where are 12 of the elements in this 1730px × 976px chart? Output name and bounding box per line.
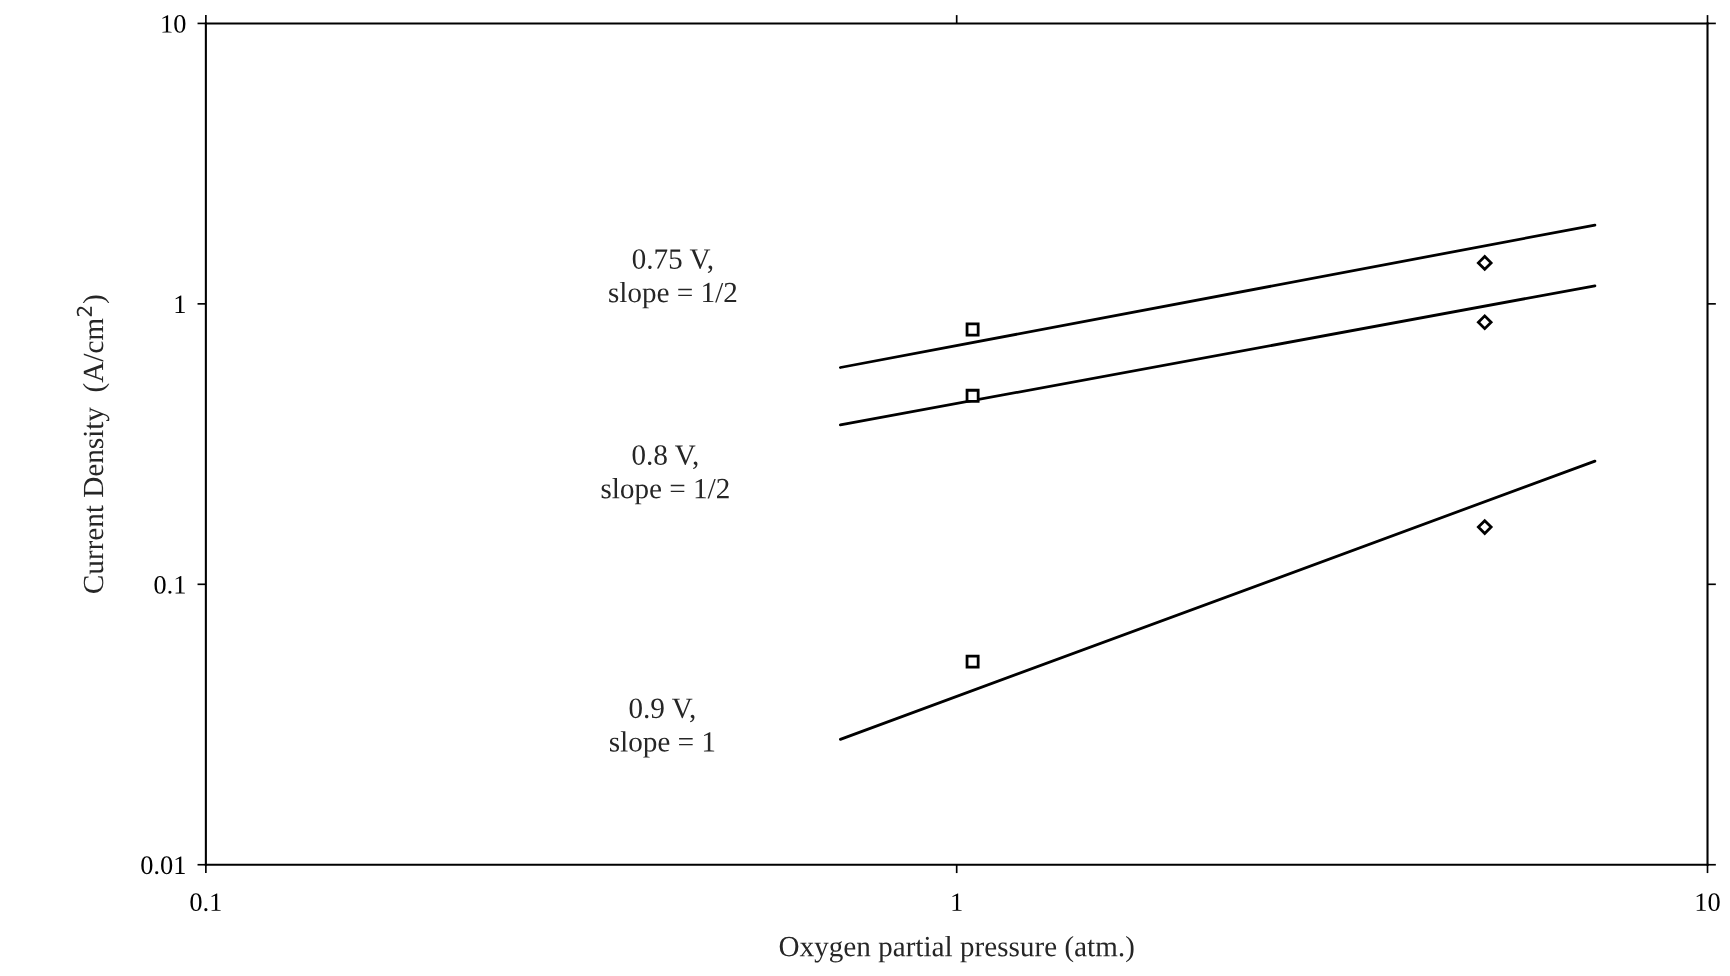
y-tick-label: 0.01 bbox=[141, 856, 185, 875]
annotation: 0.75 V, slope = 1/2 bbox=[609, 249, 737, 309]
x-tick-label: 1 bbox=[952, 893, 962, 911]
annotation: 0.8 V, slope = 1/2 bbox=[601, 445, 729, 505]
y-tick-label: 1 bbox=[175, 295, 185, 314]
y-axis-title: Current Density (A/cm$^{2}$) bbox=[76, 295, 110, 593]
x-tick-label: 0.1 bbox=[190, 893, 221, 912]
x-axis-title: Oxygen partial pressure (atm.) bbox=[779, 935, 1134, 963]
y-tick-label: 0.1 bbox=[154, 575, 185, 594]
y-tick-label: 10 bbox=[162, 15, 186, 33]
annotation: 0.9 V, slope = 1 bbox=[609, 698, 715, 758]
x-tick-label: 10 bbox=[1696, 893, 1720, 912]
